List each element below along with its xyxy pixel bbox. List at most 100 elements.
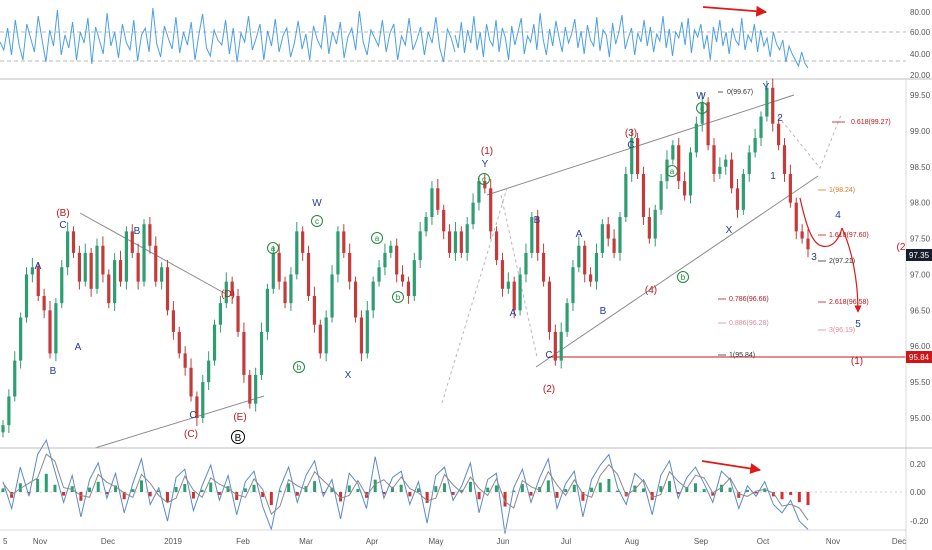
candle: [712, 138, 716, 182]
wave-label-24: (2): [543, 384, 555, 395]
candle: [101, 236, 105, 283]
candle-body: [348, 252, 352, 282]
osc-bar: [399, 484, 403, 492]
candle: [66, 222, 70, 276]
candle: [7, 389, 11, 434]
candle: [195, 391, 199, 426]
osc-bar: [88, 487, 92, 492]
candle: [48, 301, 52, 359]
candle: [377, 260, 381, 287]
osc-bar: [148, 492, 152, 497]
candle: [365, 301, 369, 359]
candle-body: [218, 303, 223, 325]
candle: [236, 288, 240, 337]
candle: [659, 173, 663, 215]
candle-body: [518, 274, 522, 311]
osc-bar: [763, 488, 767, 492]
candle: [406, 276, 411, 304]
candle-body: [506, 281, 510, 289]
candle-body: [330, 274, 334, 318]
candle-body: [42, 295, 46, 311]
candle: [160, 262, 164, 290]
osc-y-axis: 0.20 0.00 -0.20: [910, 460, 929, 526]
wave-label-20: c: [482, 175, 486, 184]
candle: [506, 272, 510, 294]
candle-body: [653, 209, 657, 239]
candle-body: [7, 396, 11, 426]
candle: [248, 369, 252, 409]
price-trendlines: [79, 94, 906, 449]
osc-bar: [434, 486, 438, 492]
osc-bar: [356, 489, 360, 492]
candle-body: [189, 367, 193, 397]
osc-bar: [737, 492, 741, 498]
fib-level-label-4: 2(97.21): [829, 258, 855, 265]
osc-bar: [719, 484, 723, 492]
candle-body: [207, 360, 211, 383]
wave-label-3: B: [134, 226, 141, 237]
candle-body: [477, 181, 481, 203]
osc-bar: [572, 484, 576, 492]
candle: [83, 243, 87, 287]
osc-bar: [581, 492, 585, 501]
candle: [724, 154, 728, 175]
osc-bar: [477, 492, 481, 500]
osc-bar: [607, 478, 611, 492]
candle: [148, 217, 152, 254]
osc-bar: [226, 486, 230, 492]
candle-body: [430, 188, 434, 218]
candle-body: [442, 209, 446, 232]
wave-circle-B: [231, 430, 245, 444]
candle-body: [89, 252, 93, 289]
wave-label-0: (B): [56, 208, 69, 219]
dashed-projection-1: [441, 184, 509, 404]
fib-level-label-8: 3(96.19): [829, 327, 855, 334]
candle-body: [624, 173, 628, 218]
osc-bar: [546, 480, 550, 492]
osc-bar: [693, 483, 697, 492]
wave-label-7: C: [189, 410, 196, 421]
candle-body: [753, 138, 757, 153]
candle: [553, 324, 557, 366]
wave-label-32: W: [696, 91, 706, 102]
candle-body: [54, 303, 58, 354]
wave-label-2: A: [35, 261, 42, 272]
osc-bar: [702, 489, 706, 492]
candle: [694, 116, 698, 158]
candle: [536, 209, 540, 261]
candle-body: [301, 231, 305, 253]
time-tick-2: Dec: [101, 537, 115, 546]
candle-body: [177, 331, 181, 354]
candle-body: [453, 231, 458, 253]
osc-bar: [564, 489, 568, 492]
candle: [800, 224, 804, 244]
candle-body: [547, 281, 552, 332]
candle-body: [706, 102, 710, 146]
candle: [436, 178, 440, 215]
candle: [24, 267, 29, 323]
wave-label-39: 3: [811, 252, 817, 263]
osc-tick-1: 0.00: [910, 488, 926, 497]
osc-bar: [616, 490, 620, 492]
osc-bar: [442, 483, 446, 492]
candle-body: [447, 231, 452, 253]
candle-body: [259, 331, 264, 375]
candle-body: [788, 173, 792, 203]
candle: [136, 243, 140, 290]
trendline-lower-left: [94, 395, 265, 449]
candle-body: [594, 252, 599, 282]
candle: [283, 276, 287, 309]
candle-body: [494, 231, 499, 261]
candle-body: [759, 116, 763, 139]
candle: [500, 252, 505, 297]
candle-body: [606, 224, 610, 239]
candle-body: [318, 324, 322, 354]
fib-level-label-5: 0.786(96.66): [729, 296, 769, 303]
osc-bar: [269, 492, 273, 506]
osc-bar: [18, 483, 22, 492]
osc-bar: [797, 492, 801, 503]
candle-body: [171, 310, 176, 332]
candle-body: [312, 295, 317, 325]
osc-bar: [330, 487, 334, 492]
candle-body: [118, 260, 123, 282]
